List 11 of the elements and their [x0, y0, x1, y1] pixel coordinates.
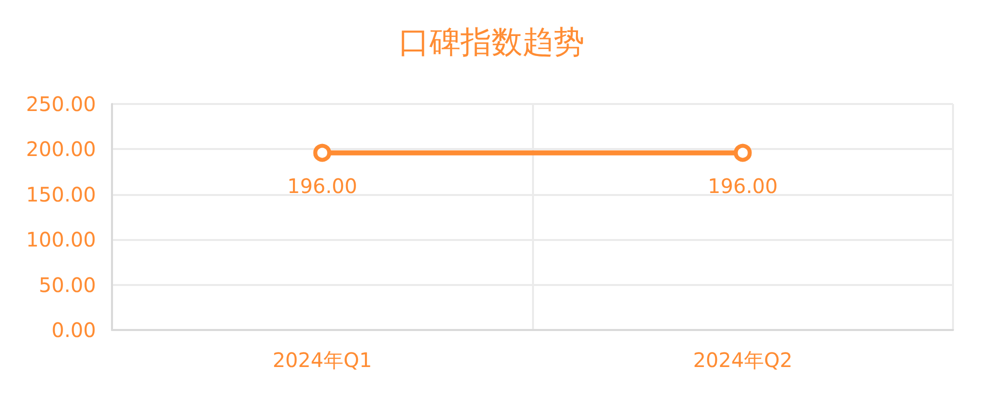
chart-title: 口碑指数趋势 — [398, 24, 584, 60]
y-tick-label: 0.00 — [51, 318, 96, 342]
y-tick-label: 200.00 — [26, 137, 96, 162]
y-tick-label: 50.00 — [38, 272, 96, 297]
x-tick-label: 2024年Q2 — [693, 348, 792, 372]
y-tick-label: 150.00 — [26, 182, 96, 206]
y-tick-label: 100.00 — [26, 228, 96, 252]
x-tick-label: 2024年Q1 — [272, 348, 372, 372]
data-label: 196.00 — [708, 174, 778, 198]
y-tick-label: 250.00 — [26, 92, 96, 116]
data-label: 196.00 — [287, 174, 358, 198]
